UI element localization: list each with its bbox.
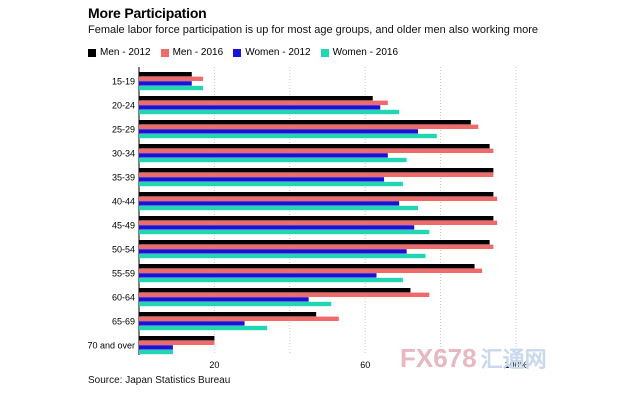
- category-label: 70 and over: [87, 341, 135, 351]
- bar: [139, 105, 381, 110]
- bar: [139, 157, 407, 163]
- bar: [139, 229, 430, 235]
- bar: [139, 297, 309, 302]
- legend-item-women-2012: Women - 2012: [233, 47, 311, 58]
- bar: [139, 345, 173, 350]
- category-label: 65-69: [112, 317, 135, 327]
- bar: [139, 292, 430, 297]
- bar: [139, 81, 192, 86]
- legend-item-men-2016: Men - 2016: [160, 47, 224, 58]
- watermark: FX678 汇通网: [400, 342, 547, 374]
- bar: [139, 277, 403, 283]
- legend-label: Women - 2016: [332, 47, 398, 58]
- bar: [139, 240, 490, 245]
- bar: [139, 244, 494, 249]
- bar: [139, 316, 339, 321]
- bar: [139, 312, 317, 317]
- bar: [139, 288, 411, 293]
- bar: [139, 336, 215, 341]
- bar: [139, 177, 385, 182]
- category-label: 60-64: [112, 293, 135, 303]
- bar: [139, 225, 415, 230]
- bar: [139, 133, 437, 139]
- legend: Men - 2012 Men - 2016 Women - 2012 Women…: [88, 47, 408, 58]
- legend-item-men-2012: Men - 2012: [88, 47, 151, 58]
- bar: [139, 349, 173, 355]
- category-label: 35-39: [112, 173, 135, 183]
- category-label: 30-34: [112, 149, 135, 159]
- bar: [139, 72, 192, 77]
- x-tick-label: 60: [360, 360, 370, 370]
- bar: [139, 96, 373, 101]
- category-label: 15-19: [112, 77, 135, 87]
- watermark-cn: 汇通网: [480, 347, 547, 372]
- bar: [139, 124, 479, 129]
- bar: [139, 216, 494, 221]
- bar: [139, 340, 215, 345]
- legend-item-women-2016: Women - 2016: [320, 47, 398, 58]
- category-label: 45-49: [112, 221, 135, 231]
- legend-swatch: [88, 48, 96, 57]
- bar: [139, 264, 475, 269]
- bar: [139, 153, 388, 158]
- bar: [139, 273, 377, 278]
- x-tick-label: 100%: [504, 360, 527, 370]
- bar: [139, 76, 204, 81]
- chart-subtitle: Female labor force participation is up f…: [88, 24, 539, 36]
- bar: [139, 120, 471, 125]
- bar: [139, 220, 498, 225]
- category-label: 25-29: [112, 125, 135, 135]
- bar: [139, 181, 403, 187]
- category-label: 20-24: [112, 101, 135, 111]
- bar: [139, 129, 418, 134]
- legend-swatch: [320, 48, 329, 57]
- bar: [139, 100, 388, 105]
- legend-label: Women - 2012: [245, 47, 311, 58]
- category-label: 55-59: [112, 269, 135, 279]
- chart-title: More Participation: [88, 5, 207, 21]
- bar: [139, 85, 204, 91]
- x-tick-label: 20: [209, 360, 219, 370]
- legend-label: Men - 2016: [172, 47, 224, 58]
- bar: [139, 301, 332, 307]
- bar: [139, 144, 490, 149]
- bar: [139, 196, 498, 201]
- bar: [139, 321, 245, 326]
- bar: [139, 253, 426, 259]
- category-label: 50-54: [112, 245, 135, 255]
- bar: [139, 249, 407, 254]
- category-label: 40-44: [112, 197, 135, 207]
- bar: [139, 192, 494, 197]
- watermark-brand: FX678: [400, 342, 477, 373]
- legend-swatch: [160, 48, 169, 57]
- bar: [139, 201, 400, 206]
- legend-swatch: [233, 48, 242, 57]
- legend-label: Men - 2012: [100, 47, 151, 58]
- source-note: Source: Japan Statistics Bureau: [88, 375, 231, 386]
- bar: [139, 109, 400, 115]
- bar: [139, 325, 268, 331]
- bar: [139, 268, 483, 273]
- bar: [139, 168, 494, 173]
- bar: [139, 205, 418, 211]
- bar: [139, 148, 494, 153]
- bar: [139, 172, 494, 177]
